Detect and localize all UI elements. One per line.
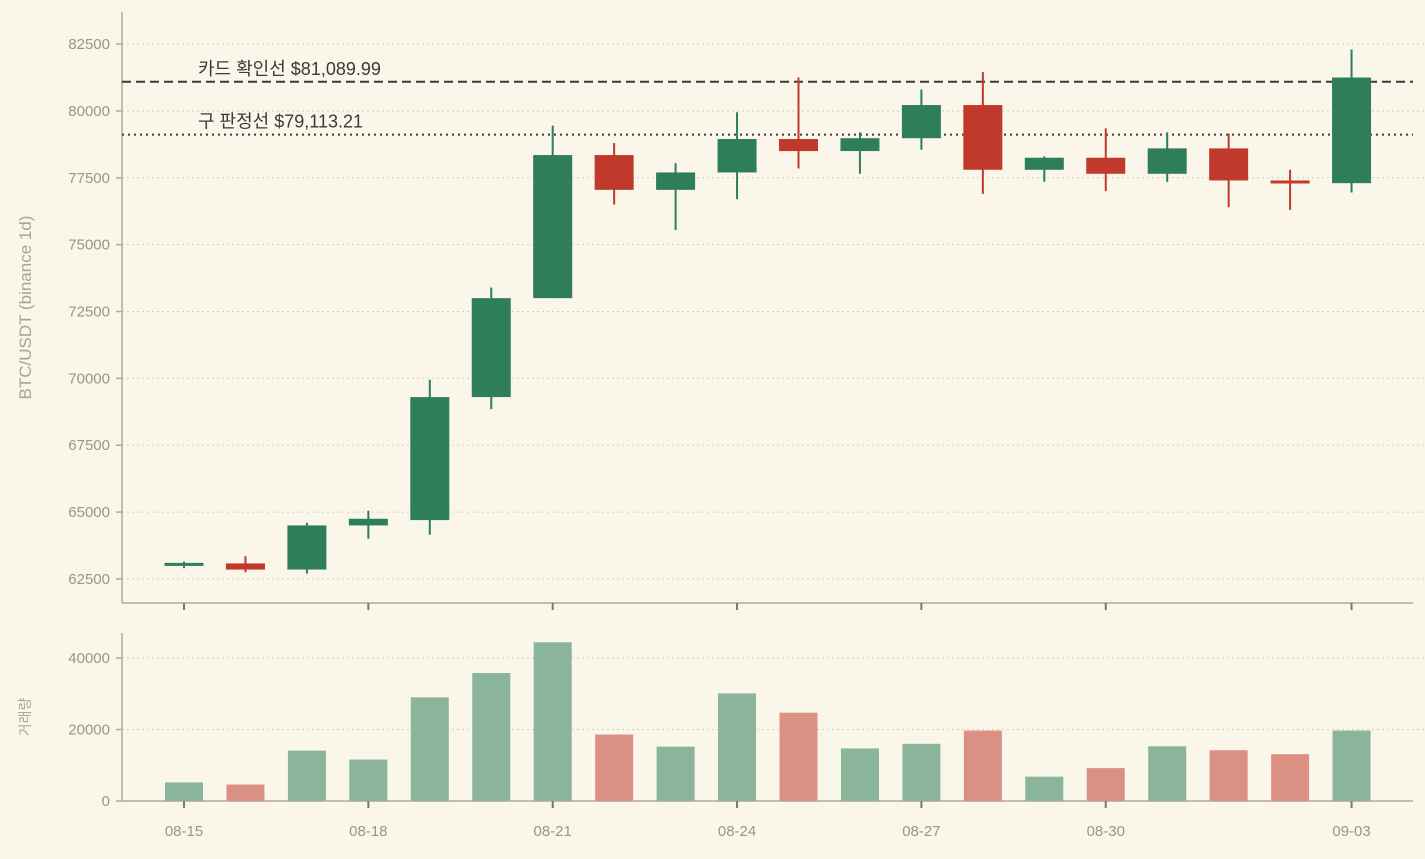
- volume-bar-down: [595, 734, 634, 801]
- xtick-label: 08-21: [534, 823, 572, 840]
- volume-bar-up: [1332, 730, 1371, 801]
- xtick-label: 08-27: [902, 823, 940, 840]
- volume-bar-up: [349, 759, 388, 801]
- volume-bar-down: [1086, 768, 1125, 801]
- candle-body-up: [287, 525, 327, 570]
- xtick-label: 09-03: [1332, 823, 1370, 840]
- volume-bar-up: [902, 743, 941, 801]
- volume-ytick-label: 0: [102, 793, 110, 810]
- price-ytick-label: 62500: [68, 571, 110, 588]
- volume-bar-down: [1209, 750, 1248, 801]
- candle-body-up: [717, 139, 757, 173]
- candle-body-up: [901, 105, 941, 139]
- volume-bar-down: [963, 730, 1002, 801]
- candle-body-up: [840, 138, 880, 152]
- candle-body-down: [225, 563, 265, 570]
- volume-bar-up: [656, 746, 695, 801]
- volume-bar-down: [1271, 754, 1310, 801]
- price-ytick-label: 65000: [68, 504, 110, 521]
- candle-body-up: [533, 155, 573, 299]
- volume-ytick-label: 40000: [68, 650, 110, 667]
- volume-bar-up: [718, 693, 757, 801]
- volume-bar-up: [840, 748, 879, 801]
- price-ytick-label: 67500: [68, 437, 110, 454]
- xtick-label: 08-18: [349, 823, 387, 840]
- candle-body-down: [1270, 180, 1310, 184]
- candle-body-down: [1209, 148, 1249, 181]
- price-ytick-label: 82500: [68, 36, 110, 53]
- candle-body-up: [164, 562, 204, 566]
- volume-bar-up: [165, 782, 203, 801]
- xtick-label: 08-24: [718, 823, 756, 840]
- reference-line-label: 카드 확인선 $81,089.99: [198, 59, 381, 79]
- candle-body-up: [1147, 148, 1187, 174]
- xtick-label: 08-30: [1087, 823, 1125, 840]
- volume-bar-down: [779, 712, 818, 801]
- price-ytick-label: 75000: [68, 237, 110, 254]
- candle-body-up: [1332, 77, 1372, 184]
- volume-bar-up: [472, 673, 511, 801]
- volume-y-axis-title: 거래량: [17, 698, 33, 737]
- volume-ytick-label: 20000: [68, 722, 110, 739]
- volume-bar-up: [1148, 746, 1187, 801]
- price-y-axis-title: BTC/USDT (binance 1d): [16, 216, 35, 400]
- xtick-label: 08-15: [165, 823, 203, 840]
- volume-bar-up: [287, 750, 326, 801]
- volume-bar-up: [410, 697, 449, 801]
- candle-body-up: [348, 518, 388, 526]
- reference-line-label: 구 판정선 $79,113.21: [198, 112, 363, 132]
- candle-body-up: [410, 397, 450, 521]
- candle-body-down: [963, 105, 1003, 170]
- price-ytick-label: 70000: [68, 370, 110, 387]
- candle-body-down: [594, 155, 634, 190]
- candle-body-up: [471, 298, 511, 398]
- price-ytick-label: 80000: [68, 103, 110, 120]
- price-ytick-label: 77500: [68, 170, 110, 187]
- volume-bar-down: [226, 784, 265, 801]
- candle-body-up: [656, 172, 696, 190]
- candle-body-up: [1024, 157, 1064, 170]
- price-ytick-label: 72500: [68, 304, 110, 321]
- volume-bar-up: [533, 642, 572, 801]
- candle-body-down: [779, 139, 818, 152]
- candle-body-down: [1086, 157, 1126, 174]
- volume-bar-up: [1025, 776, 1064, 801]
